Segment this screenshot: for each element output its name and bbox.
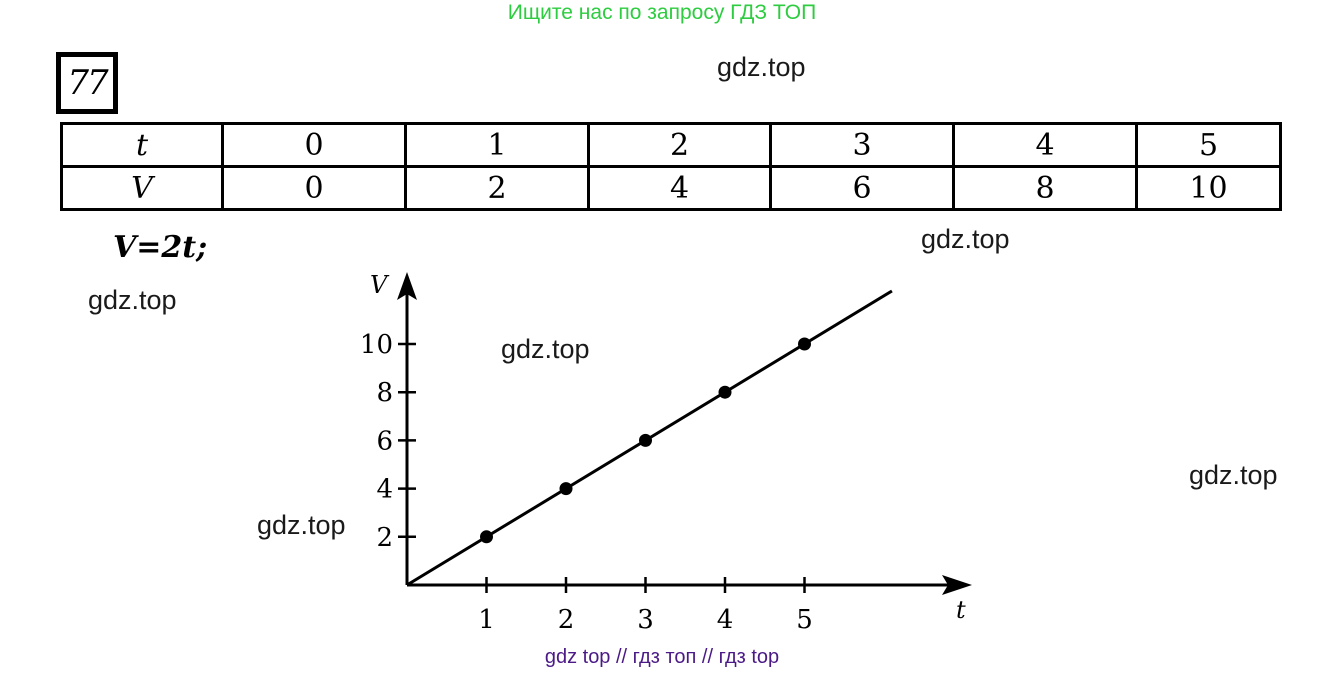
- table-cell: 4: [587, 165, 772, 211]
- y-tick-label: 10: [360, 330, 393, 360]
- table-cell: 1: [404, 122, 590, 168]
- y-tick-label: 2: [376, 523, 393, 553]
- watermark: gdz.top: [1189, 460, 1278, 490]
- data-point: [639, 433, 652, 447]
- row-label-v: V: [60, 165, 224, 211]
- exercise-number: 77: [61, 57, 113, 109]
- row-label-t: t: [60, 122, 224, 168]
- watermark: gdz.top: [717, 52, 806, 82]
- watermark: gdz.top: [501, 334, 590, 364]
- table-cell: 4: [952, 122, 1138, 168]
- watermark: gdz.top: [88, 285, 177, 315]
- data-point: [480, 530, 493, 544]
- data-point: [559, 482, 573, 496]
- x-tick-label: 2: [558, 605, 575, 635]
- table-cell: 2: [587, 122, 772, 168]
- y-axis-arrow: [397, 272, 417, 300]
- table-row-v: V 0 2 4 6 8 10: [60, 165, 1282, 211]
- table-cell: 2: [404, 165, 590, 211]
- table-cell: 3: [769, 122, 955, 168]
- y-axis-label: V: [370, 271, 390, 299]
- x-tick-label: 4: [717, 605, 734, 635]
- table-row-t: t 0 1 2 3 4 5: [60, 122, 1282, 168]
- footer-text: gdz top // гдз топ // гдз top: [544, 646, 780, 668]
- table-cell: 5: [1135, 122, 1282, 168]
- data-point: [798, 337, 811, 351]
- y-tick-label: 4: [376, 475, 393, 505]
- watermark: gdz.top: [921, 224, 1010, 254]
- y-tick-label: 8: [376, 378, 393, 408]
- table-cell: 10: [1135, 165, 1282, 211]
- table-cell: 0: [221, 122, 407, 168]
- formula: V=2t;: [113, 230, 208, 265]
- x-tick-label: 5: [796, 605, 813, 635]
- table-cell: 0: [221, 165, 407, 211]
- table-cell: 8: [952, 165, 1138, 211]
- data-point: [718, 385, 732, 399]
- x-axis-arrow: [942, 575, 972, 595]
- watermark: gdz.top: [257, 510, 346, 540]
- value-table: t 0 1 2 3 4 5 V 0 2 4 6 8 10: [60, 122, 1282, 211]
- table-cell: 6: [769, 165, 955, 211]
- x-tick-label: 1: [478, 605, 495, 635]
- exercise-number-badge: 77: [56, 52, 118, 114]
- banner-text: Ищите нас по запросу ГДЗ ТОП: [507, 1, 817, 24]
- x-tick-label: 3: [637, 605, 654, 635]
- y-tick-label: 6: [376, 426, 393, 456]
- x-axis-label: t: [956, 596, 966, 624]
